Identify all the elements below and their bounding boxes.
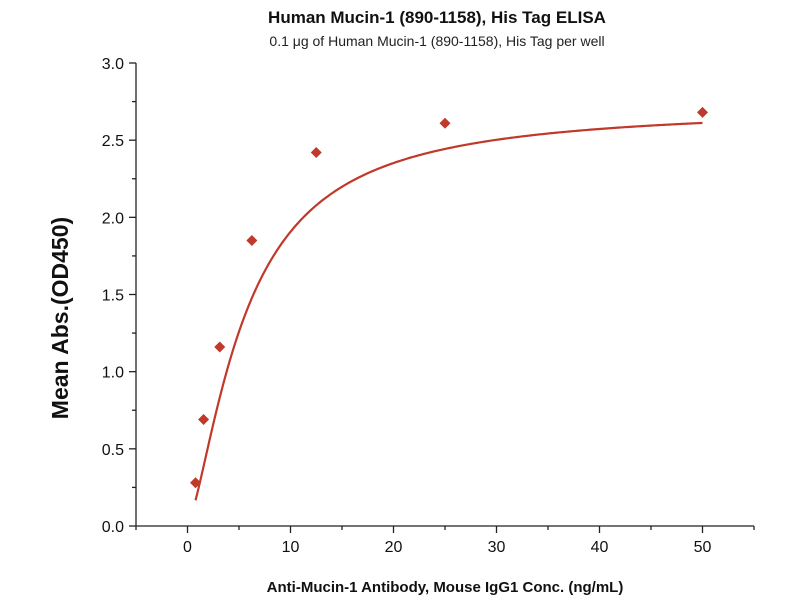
y-tick-label: 2.5	[102, 133, 124, 150]
data-point	[246, 234, 258, 246]
y-ticks: 0.0 0.5 1.0 1.5 2.0 2.5 3.0	[102, 56, 136, 536]
y-tick-label: 2.0	[102, 210, 124, 227]
x-tick-label: 30	[488, 539, 506, 556]
y-axis-label: Mean Abs.(OD450)	[47, 217, 73, 419]
x-tick-label: 10	[282, 539, 300, 556]
x-axis-label: Anti-Mucin-1 Antibody, Mouse IgG1 Conc. …	[267, 579, 624, 596]
y-tick-label: 1.5	[102, 288, 124, 305]
y-tick-label: 0.0	[102, 519, 124, 536]
fit-curve	[194, 121, 703, 501]
data-point	[697, 106, 708, 118]
x-tick-label: 40	[591, 539, 609, 556]
data-point	[190, 477, 202, 489]
data-point	[214, 341, 226, 353]
x-tick-label: 50	[694, 539, 712, 556]
x-tick-label: 0	[183, 539, 192, 556]
chart-title: Human Mucin-1 (890-1158), His Tag ELISA	[268, 8, 606, 27]
data-point	[310, 147, 322, 159]
data-markers	[190, 106, 708, 489]
x-tick-label: 20	[385, 539, 403, 556]
y-tick-label: 1.0	[102, 365, 124, 382]
y-tick-label: 0.5	[102, 442, 124, 459]
y-tick-label: 3.0	[102, 56, 124, 73]
data-point	[198, 414, 210, 426]
data-point	[439, 117, 451, 129]
chart-subtitle: 0.1 μg of Human Mucin-1 (890-1158), His …	[269, 33, 604, 49]
x-ticks: 0 10 20 30 40 50	[135, 526, 755, 556]
